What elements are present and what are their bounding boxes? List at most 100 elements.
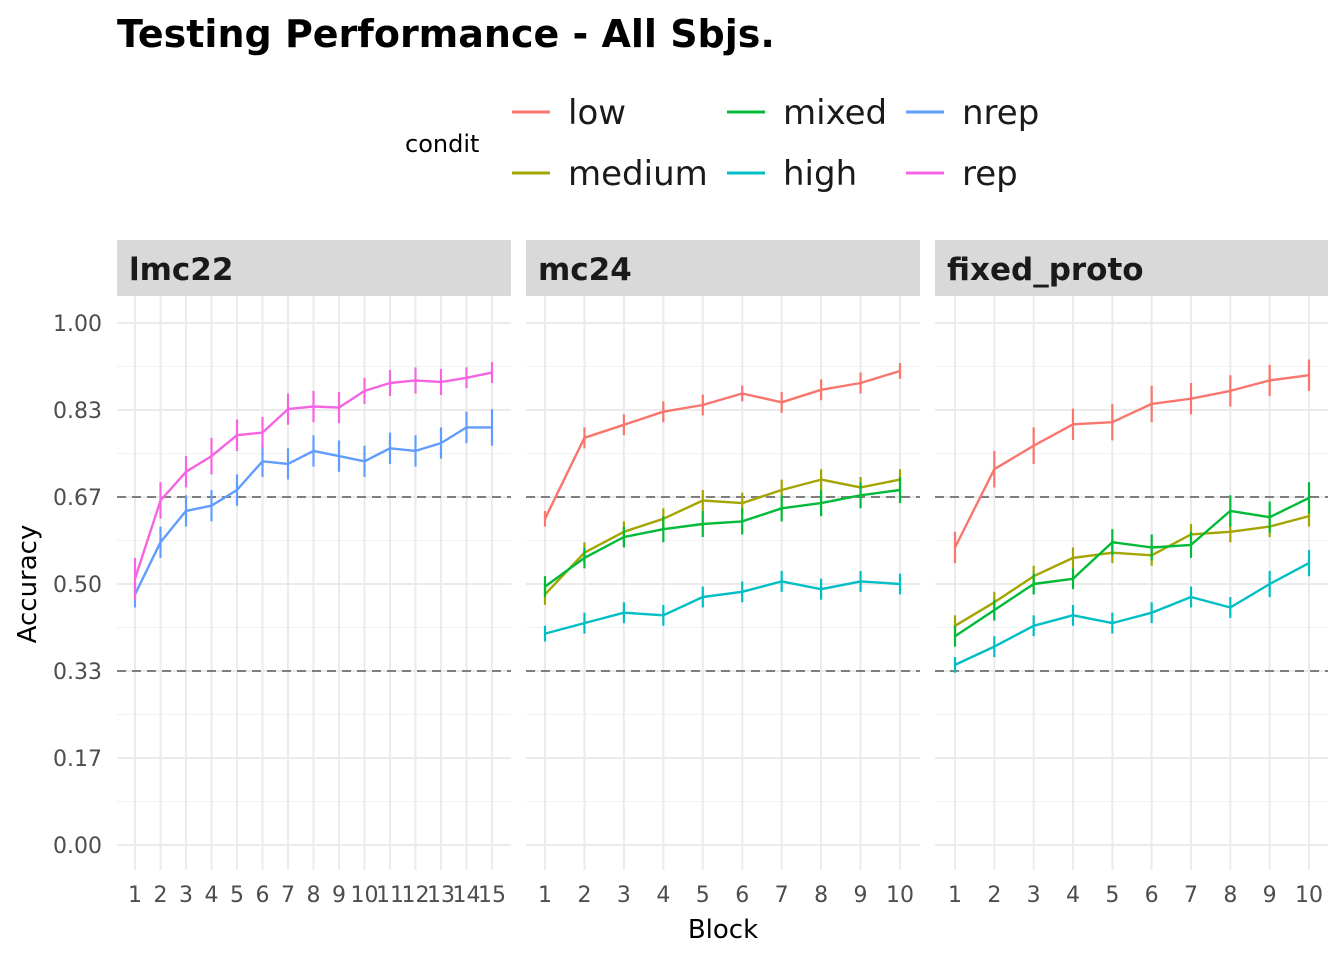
data-point	[898, 582, 902, 586]
y-tick-label: 0.83	[53, 399, 102, 424]
data-point	[465, 426, 468, 429]
data-point	[1150, 611, 1153, 614]
data-point	[286, 462, 290, 466]
x-tick-label: 9	[332, 883, 346, 908]
data-point	[1229, 606, 1232, 609]
x-tick-label: 13	[427, 883, 455, 908]
series-line-high	[544, 580, 901, 635]
x-tick-label: 1	[128, 883, 142, 908]
data-point	[662, 614, 665, 617]
data-point	[898, 488, 902, 492]
data-point	[1189, 397, 1193, 400]
data-point	[1032, 624, 1035, 627]
data-point	[1111, 420, 1114, 424]
data-point	[1071, 577, 1075, 580]
panel-fixed_proto: fixed_proto 1 2 3 4 5 6 7 8 9 10	[935, 240, 1328, 908]
data-point	[953, 546, 957, 549]
data-point	[993, 467, 996, 471]
data-point	[1111, 621, 1114, 625]
data-point	[993, 645, 996, 648]
legend: condit low medium mixed high nrep rep	[405, 93, 1039, 194]
data-point	[337, 454, 341, 458]
data-point	[1268, 582, 1271, 586]
legend-label-mixed: mixed	[783, 93, 887, 133]
legend-label-medium: medium	[568, 154, 708, 194]
x-tick-label: 15	[478, 883, 506, 908]
facet-strip-label: lmc22	[129, 252, 233, 288]
legend-label-high: high	[783, 154, 857, 194]
x-tick-label: 4	[656, 883, 670, 908]
data-point	[741, 392, 744, 395]
facet-strip	[526, 240, 920, 296]
data-point	[337, 406, 341, 409]
legend-label-nrep: nrep	[962, 93, 1039, 133]
data-point	[701, 499, 704, 502]
data-point	[184, 509, 188, 513]
facet-strip-label: fixed_proto	[947, 252, 1144, 288]
x-tick-label: 3	[617, 883, 631, 908]
x-tick-label: 8	[814, 883, 828, 908]
x-tick-label: 7	[281, 883, 295, 908]
data-point	[780, 401, 783, 404]
data-point	[1111, 541, 1114, 544]
facet-strip	[935, 240, 1328, 296]
data-point	[159, 541, 162, 544]
series-low	[953, 359, 1311, 564]
series-high	[953, 550, 1311, 673]
data-point	[780, 580, 783, 583]
x-tick-label: 5	[230, 883, 244, 908]
legend-label-rep: rep	[962, 154, 1018, 194]
y-tick-label: 0.33	[53, 660, 102, 685]
x-tick-label: 1	[948, 883, 962, 908]
x-tick-label: 2	[577, 883, 591, 908]
data-point	[780, 507, 783, 510]
data-point	[1307, 561, 1311, 565]
data-point	[741, 501, 744, 505]
x-tick-label: 5	[1105, 883, 1119, 908]
data-point	[439, 441, 443, 445]
x-tick-label: 6	[256, 883, 270, 908]
data-point	[210, 454, 213, 458]
data-point	[662, 410, 665, 413]
data-point	[780, 488, 783, 492]
data-point	[1071, 423, 1075, 426]
data-point	[701, 522, 704, 526]
data-point	[490, 426, 494, 429]
x-tick-label: 11	[376, 883, 404, 908]
data-point	[662, 527, 665, 531]
data-point	[993, 608, 996, 612]
data-point	[583, 621, 586, 625]
data-point	[953, 663, 957, 667]
data-point	[741, 590, 744, 594]
data-point	[490, 371, 494, 374]
data-point	[1307, 374, 1311, 377]
chart-title: Testing Performance - All Sbjs.	[117, 12, 775, 56]
data-point	[622, 611, 626, 614]
y-axis-title: Accuracy	[13, 525, 43, 644]
data-point	[388, 447, 392, 450]
data-point	[159, 499, 162, 502]
data-point	[1189, 595, 1193, 599]
data-point	[1032, 582, 1035, 586]
data-point	[859, 580, 862, 583]
x-tick-label: 10	[886, 883, 914, 908]
data-point	[701, 403, 704, 407]
data-point	[286, 407, 290, 411]
series-line-mixed	[954, 496, 1310, 638]
x-tick-label: 3	[1027, 883, 1041, 908]
y-tick-label: 0.00	[53, 834, 102, 859]
data-point	[1229, 530, 1232, 533]
series-low	[543, 363, 902, 527]
data-point	[1268, 515, 1271, 519]
data-point	[1229, 389, 1232, 393]
data-point	[543, 517, 547, 520]
data-point	[414, 379, 417, 382]
y-axis: 0.00 0.17 0.33 0.50 0.67 0.83 1.00	[53, 312, 102, 859]
data-point	[312, 405, 315, 408]
data-point	[261, 431, 264, 434]
data-point	[465, 376, 468, 380]
data-point	[210, 504, 213, 507]
data-point	[819, 388, 823, 392]
data-point	[261, 460, 264, 463]
